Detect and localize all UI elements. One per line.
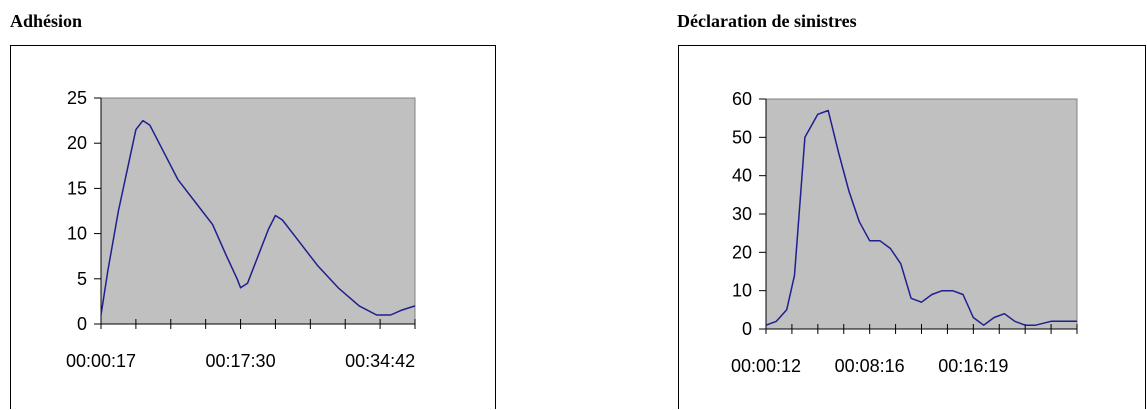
chart-sinistres: 0 10 20 30 40 50 60 00:00:12 00:08:16 00:16:19 [731, 89, 1078, 376]
y-tick-label: 20 [732, 242, 752, 262]
plot-area [100, 97, 416, 325]
plot-area [765, 98, 1078, 330]
y-tick-label: 5 [77, 269, 87, 289]
x-tick-label: 00:00:17 [66, 351, 136, 371]
y-tick-label: 20 [67, 133, 87, 153]
y-tick-label: 10 [67, 224, 87, 244]
y-tick-label: 15 [67, 178, 87, 198]
y-tick-label: 0 [77, 314, 87, 334]
x-tick-label: 00:00:12 [731, 356, 801, 376]
y-tick-label: 40 [732, 166, 752, 186]
x-tick-label: 00:08:16 [835, 356, 905, 376]
y-tick-label: 60 [732, 89, 752, 109]
chart-frame-sinistres: 0 10 20 30 40 50 60 00:00:12 00:08:16 00:16:19 [678, 45, 1146, 409]
chart-title: Adhésion [10, 11, 83, 31]
chart-title: Déclaration de sinistres [677, 11, 857, 31]
series-line [100, 119, 416, 316]
y-tick-label: 0 [742, 319, 752, 339]
y-tick-label: 50 [732, 127, 752, 147]
x-tick-label: 00:34:42 [345, 351, 415, 371]
y-tick-label: 30 [732, 204, 752, 224]
series-line [765, 109, 1077, 326]
y-tick-label: 25 [67, 88, 87, 108]
x-tick-label: 00:17:30 [206, 351, 276, 371]
x-tick-label: 00:16:19 [938, 356, 1008, 376]
chart-frame-adhesion: 0 5 10 15 20 25 00:00:17 00:17:30 00:34:42 [10, 45, 496, 409]
y-tick-label: 10 [732, 281, 752, 301]
chart-adhesion: 0 5 10 15 20 25 00:00:17 00:17:30 00:34:42 [66, 88, 416, 371]
